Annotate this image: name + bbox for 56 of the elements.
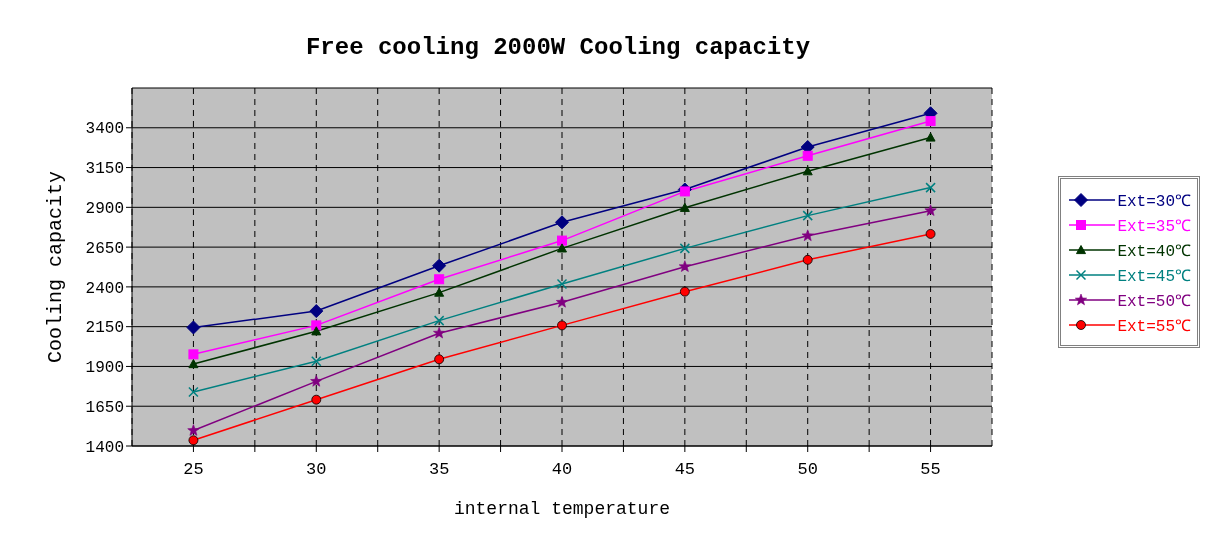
point <box>434 274 445 285</box>
point <box>187 424 200 436</box>
y-tick-label: 3150 <box>85 160 124 179</box>
x-axis-title: internal temperature <box>453 499 671 519</box>
point <box>311 394 322 405</box>
x-tick-label: 45 <box>674 460 696 480</box>
point <box>434 287 445 297</box>
point <box>555 296 569 308</box>
point <box>186 320 201 335</box>
y-tick-label: 2650 <box>85 239 124 258</box>
point <box>434 354 445 365</box>
y-tick-label: 1650 <box>85 398 124 417</box>
y-tick-label: 2900 <box>85 200 124 219</box>
legend-label: Ext=35℃ <box>1117 216 1191 236</box>
point <box>309 304 324 319</box>
point <box>679 186 690 197</box>
point <box>557 243 567 253</box>
y-tick-label: 1400 <box>85 438 124 457</box>
legend-label: Ext=30℃ <box>1117 191 1191 211</box>
point <box>802 166 813 176</box>
legend-label: Ext=55℃ <box>1117 316 1191 336</box>
point <box>557 235 567 246</box>
y-tick-label: 3400 <box>85 120 124 139</box>
chart-title: Free cooling 2000W Cooling capacity <box>304 34 812 61</box>
point <box>188 349 199 360</box>
legend-label: Ext=50℃ <box>1117 291 1191 311</box>
y-axis-title: Cooling capacity <box>44 170 68 364</box>
x-tick-label: 40 <box>551 460 573 480</box>
point <box>432 258 447 273</box>
y-tick-label: 2150 <box>85 319 124 338</box>
point <box>557 320 567 331</box>
point <box>188 435 199 446</box>
point <box>802 150 813 161</box>
x-tick-label: 55 <box>920 460 941 480</box>
point <box>188 359 199 369</box>
point <box>925 132 936 142</box>
x-tick-label: 25 <box>183 460 204 480</box>
point <box>311 326 322 336</box>
legend-label: Ext=40℃ <box>1117 241 1191 261</box>
x-tick-label: 30 <box>306 460 327 480</box>
legend-label: Ext=45℃ <box>1117 266 1191 286</box>
point <box>924 204 937 216</box>
x-tick-label: 35 <box>428 460 450 480</box>
point <box>555 215 569 230</box>
x-tick-label: 50 <box>797 460 818 480</box>
y-tick-label: 2400 <box>85 279 124 298</box>
point <box>310 375 323 387</box>
point <box>679 286 690 297</box>
point <box>679 202 690 212</box>
point <box>925 116 936 127</box>
point <box>802 254 813 265</box>
point <box>433 326 446 339</box>
point <box>678 260 691 272</box>
point <box>925 229 936 239</box>
point <box>801 229 814 241</box>
y-tick-label: 1900 <box>85 359 124 378</box>
